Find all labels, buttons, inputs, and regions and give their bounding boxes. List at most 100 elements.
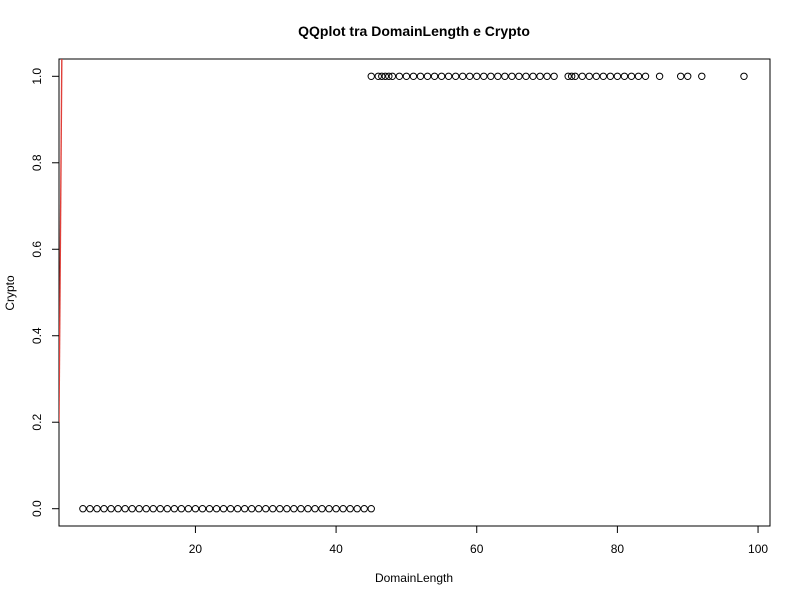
data-point xyxy=(191,505,200,513)
data-point xyxy=(409,72,418,80)
data-point xyxy=(177,505,186,513)
data-point xyxy=(107,505,115,513)
data-point xyxy=(655,72,664,80)
data-point xyxy=(325,505,333,513)
data-point xyxy=(430,72,439,80)
y-axis-label: Crypto xyxy=(3,275,17,311)
data-point xyxy=(212,505,221,513)
data-point xyxy=(240,505,249,513)
data-point xyxy=(698,72,706,80)
data-point xyxy=(473,72,481,80)
y-tick-label: 0.0 xyxy=(30,500,44,517)
data-point xyxy=(620,72,629,80)
data-point xyxy=(522,72,530,80)
data-points xyxy=(79,72,748,513)
data-point xyxy=(149,505,157,513)
data-point xyxy=(142,505,150,513)
data-point xyxy=(339,505,347,513)
data-point xyxy=(641,72,650,80)
data-point xyxy=(297,505,305,513)
reference-line xyxy=(59,59,63,423)
data-point xyxy=(205,505,214,513)
data-point xyxy=(676,72,685,80)
data-point xyxy=(247,505,256,513)
data-point xyxy=(578,72,586,80)
data-point xyxy=(634,72,643,80)
data-point xyxy=(585,72,593,80)
y-tick-label: 0.4 xyxy=(30,327,44,344)
data-point xyxy=(550,72,558,80)
data-point xyxy=(184,505,193,513)
data-point xyxy=(444,72,453,80)
data-point xyxy=(508,72,516,80)
data-point xyxy=(381,72,390,80)
chart-title: QQplot tra DomainLength e Crypto xyxy=(298,23,530,39)
y-axis: 0.0 0.2 0.4 0.6 0.8 1.0 xyxy=(30,68,60,517)
data-point xyxy=(416,72,425,80)
data-point xyxy=(385,72,393,80)
data-point xyxy=(121,505,129,513)
data-point xyxy=(93,505,101,513)
data-point xyxy=(219,505,228,513)
x-tick-label: 100 xyxy=(748,542,768,556)
data-point xyxy=(311,505,319,513)
data-point xyxy=(592,72,600,80)
data-point xyxy=(501,72,509,80)
data-point xyxy=(332,505,340,513)
data-point xyxy=(367,72,375,80)
data-point xyxy=(388,72,397,80)
data-point xyxy=(114,505,122,513)
data-point xyxy=(378,72,386,80)
x-axis: 20 40 60 80 100 xyxy=(189,525,768,556)
reference-line-group xyxy=(59,59,63,423)
data-point xyxy=(606,72,615,80)
data-point xyxy=(458,72,467,80)
data-point xyxy=(487,72,495,80)
data-point xyxy=(360,505,368,513)
data-point xyxy=(599,72,608,80)
data-point xyxy=(536,72,544,80)
data-point xyxy=(163,505,172,513)
data-point xyxy=(740,72,748,80)
data-point xyxy=(627,72,636,80)
data-point xyxy=(494,72,502,80)
y-tick-label: 0.2 xyxy=(30,414,44,431)
data-point xyxy=(466,72,474,80)
plot-box xyxy=(58,58,771,527)
data-point xyxy=(437,72,446,80)
y-tick-label: 1.0 xyxy=(30,68,44,85)
data-point xyxy=(135,505,143,513)
y-tick-label: 0.6 xyxy=(30,241,44,258)
data-point xyxy=(529,72,537,80)
data-point xyxy=(543,72,551,80)
data-point xyxy=(79,505,87,513)
data-point xyxy=(156,505,164,513)
data-point xyxy=(564,72,572,80)
data-point xyxy=(290,505,298,513)
x-tick-label: 20 xyxy=(189,542,203,556)
data-point xyxy=(684,72,692,80)
data-point xyxy=(86,505,94,513)
data-point xyxy=(613,72,622,80)
data-point xyxy=(346,505,354,513)
data-point xyxy=(402,72,411,80)
data-point xyxy=(276,505,284,513)
data-point xyxy=(128,505,136,513)
data-point xyxy=(353,505,361,513)
data-point xyxy=(451,72,460,80)
x-tick-label: 40 xyxy=(329,542,343,556)
x-tick-label: 60 xyxy=(470,542,484,556)
data-point xyxy=(255,505,263,513)
data-point xyxy=(226,505,235,513)
data-point xyxy=(262,505,270,513)
data-point xyxy=(304,505,312,513)
data-point xyxy=(367,505,375,513)
data-point xyxy=(480,72,488,80)
data-point xyxy=(269,505,277,513)
data-point xyxy=(571,72,579,80)
data-point xyxy=(283,505,291,513)
data-point xyxy=(567,72,576,80)
x-tick-label: 80 xyxy=(611,542,625,556)
x-axis-label: DomainLength xyxy=(375,571,453,585)
